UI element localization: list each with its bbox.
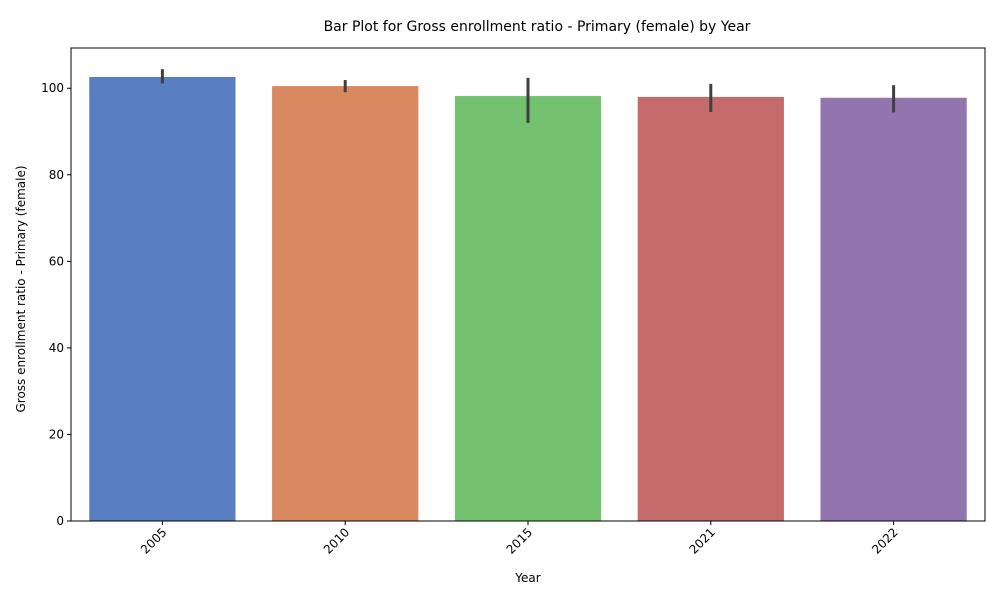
y-tick-label-0: 0 (56, 514, 64, 528)
y-axis-label: Gross enrollment ratio - Primary (female… (14, 165, 28, 412)
y-tick-label-100: 100 (41, 81, 64, 95)
bar-2015 (454, 96, 602, 522)
x-tick-label-2005: 2005 (138, 525, 169, 556)
plot-area: 2005 2010 2015 2021 2022 0 20 40 60 80 100 (41, 47, 986, 557)
y-tick-label-80: 80 (49, 168, 64, 182)
y-tick-label-40: 40 (49, 341, 64, 355)
x-axis-label: Year (514, 571, 540, 585)
bar-2005 (89, 76, 236, 521)
y-tick-label-20: 20 (49, 427, 64, 441)
bar-2022 (820, 97, 967, 522)
x-tick-label-2015: 2015 (504, 525, 535, 556)
bar-2021 (637, 96, 784, 522)
axes-frame (70, 47, 986, 522)
chart-title: Bar Plot for Gross enrollment ratio - Pr… (324, 19, 751, 35)
x-tick-label-2022: 2022 (869, 525, 900, 556)
x-tick-label-2010: 2010 (321, 525, 352, 556)
x-tick-label-2021: 2021 (686, 525, 717, 556)
y-tick-label-60: 60 (49, 254, 64, 268)
bar-2010 (272, 86, 419, 522)
